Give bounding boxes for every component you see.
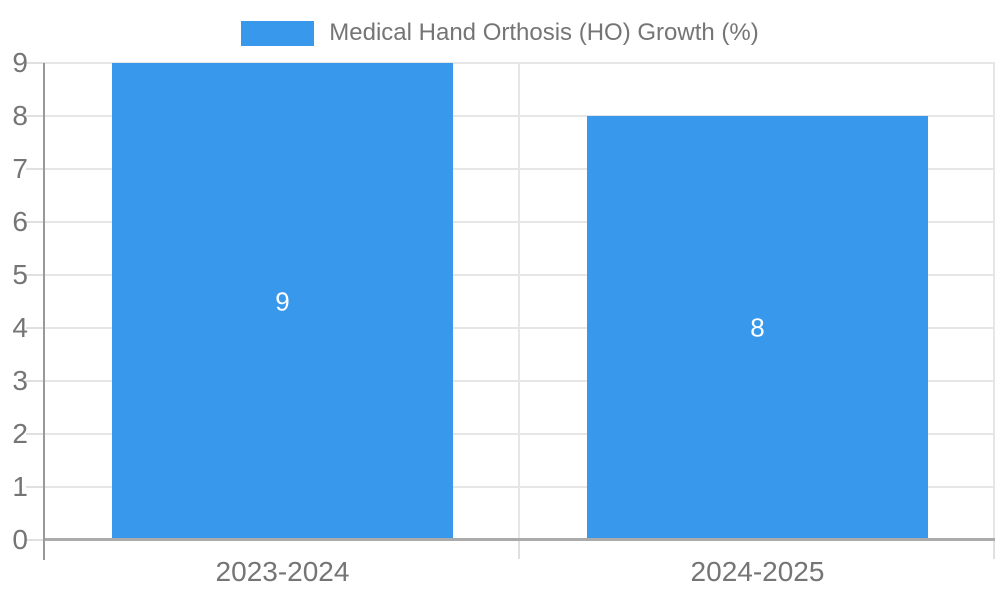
legend-label: Medical Hand Orthosis (HO) Growth (%) (329, 19, 759, 46)
bar-2023-2024[interactable]: 9 (112, 63, 453, 540)
legend-swatch (241, 20, 315, 46)
gridline-3 (45, 380, 995, 382)
y-tick-3 (26, 380, 45, 382)
gridline-1 (45, 486, 995, 488)
x-axis-line (45, 538, 995, 541)
legend[interactable]: Medical Hand Orthosis (HO) Growth (%) (0, 19, 1000, 47)
y-tick-7 (26, 168, 45, 170)
x-category-label-2023-2024: 2023-2024 (215, 556, 350, 587)
y-tick-8 (26, 115, 45, 117)
bar-value-label: 9 (275, 286, 290, 316)
y-tick-label-7: 7 (12, 153, 28, 184)
x-category-label-2024-2025: 2024-2025 (690, 556, 825, 587)
y-axis-line (43, 63, 45, 560)
y-tick-label-9: 9 (12, 47, 28, 78)
y-tick-label-4: 4 (12, 312, 28, 343)
y-tick-label-8: 8 (12, 100, 28, 131)
bar-value-label: 8 (750, 312, 765, 343)
gridline-2 (45, 433, 995, 435)
y-tick-label-2: 2 (12, 418, 28, 449)
y-tick-label-6: 6 (12, 206, 28, 237)
gridline-9 (45, 62, 995, 64)
gridline-6 (45, 221, 995, 223)
y-tick-4 (26, 327, 45, 329)
gridline-4 (45, 327, 995, 329)
y-tick-1 (26, 486, 45, 488)
y-tick-6 (26, 221, 45, 223)
y-tick-label-1: 1 (12, 471, 28, 502)
x-tick (518, 540, 520, 559)
y-tick-label-0: 0 (12, 524, 28, 555)
y-tick-2 (26, 433, 45, 435)
gridline-5 (45, 274, 995, 276)
category-separator (993, 63, 995, 540)
gridline-8 (45, 115, 995, 117)
y-tick-9 (26, 62, 45, 64)
y-tick-label-5: 5 (12, 259, 28, 290)
y-tick-0 (26, 539, 45, 541)
y-tick-5 (26, 274, 45, 276)
category-separator (518, 63, 520, 540)
y-tick-label-3: 3 (12, 365, 28, 396)
x-tick (993, 540, 995, 559)
gridline-7 (45, 168, 995, 170)
bar-2024-2025[interactable]: 8 (587, 116, 928, 540)
